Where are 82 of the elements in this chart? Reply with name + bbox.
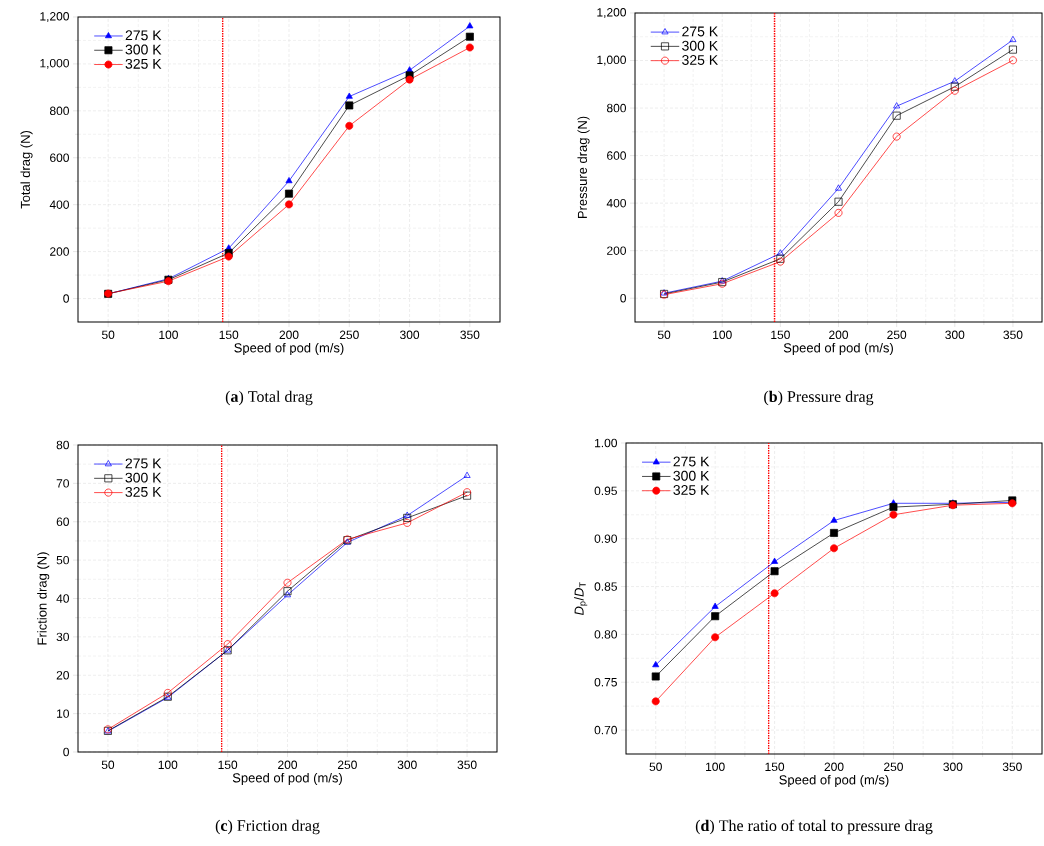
y-axis-title: D$_{p}$/D$_{T}$	[574, 582, 588, 616]
y-tick-label: 400	[606, 198, 627, 208]
y-tick-label: 0	[620, 293, 627, 303]
legend-label: 325 K	[125, 486, 162, 497]
x-tick-label: 350	[1003, 330, 1023, 340]
y-tick-label: 0.90	[594, 534, 618, 543]
y-tick-label: 600	[607, 151, 627, 160]
legend-label: 300 K	[673, 470, 710, 481]
legend-label: 275 K	[125, 30, 162, 41]
legend-label: 300 K	[125, 472, 162, 483]
y-tick-label: 200	[607, 246, 627, 255]
x-tick-label: 300	[945, 330, 965, 340]
x-tick-label: 350	[460, 330, 480, 340]
x-tick-label: 100	[706, 762, 725, 772]
y-tick-label: 1,000	[40, 58, 69, 69]
y-tick-label: 0.95	[594, 486, 617, 496]
x-tick-label: 150	[219, 330, 239, 340]
y-tick-label: 70	[56, 479, 69, 488]
y-tick-label: 0.70	[594, 725, 618, 735]
text: (c) Friction drag	[215, 819, 320, 835]
y-tick-label: 0	[63, 294, 69, 303]
x-tick-label: 250	[884, 762, 903, 772]
y-axis-title: Friction drag (N)	[37, 552, 50, 645]
x-tick-label: 150	[771, 330, 790, 340]
y-tick-label: 800	[606, 103, 627, 113]
x-tick-label: 250	[339, 330, 359, 340]
x-tick-label: 50	[649, 762, 662, 772]
y-tick-label: 200	[50, 247, 69, 256]
x-tick-label: 50	[101, 330, 115, 340]
x-tick-label: 100	[713, 330, 732, 340]
x-tick-label: 100	[158, 760, 178, 770]
y-tick-label: 0.80	[594, 630, 618, 639]
text: (a) Total drag	[225, 390, 313, 406]
x-tick-label: 250	[337, 760, 357, 770]
x-tick-label: 350	[1002, 762, 1022, 772]
y-tick-label: 0.85	[594, 582, 617, 591]
y-tick-label: 60	[56, 517, 69, 526]
x-tick-label: 150	[218, 760, 238, 770]
legend-label: 275 K	[125, 458, 162, 469]
x-axis-title: Speed of pod (m/s)	[783, 342, 893, 356]
y-axis-title: Total drag (N)	[20, 130, 33, 209]
x-axis-title: Speed of pod (m/s)	[234, 342, 344, 356]
x-tick-label: 50	[657, 330, 671, 340]
x-tick-label: 50	[101, 760, 115, 770]
y-tick-label: 30	[56, 632, 69, 642]
y-tick-label: 600	[50, 153, 69, 162]
y-tick-label: 50	[56, 555, 69, 565]
y-tick-label: 1.00	[595, 438, 618, 448]
x-axis-title: Speed of pod (m/s)	[232, 772, 342, 786]
y-tick-label: 20	[56, 671, 69, 680]
y-tick-label: 10	[57, 709, 69, 718]
x-axis-title: Speed of pod (m/s)	[779, 774, 889, 788]
x-tick-label: 150	[765, 762, 785, 772]
y-axis-title: Pressure drag (N)	[577, 116, 590, 219]
y-tick-label: 800	[49, 106, 69, 116]
legend-label: 325 K	[125, 58, 162, 69]
legend-label: 325 K	[673, 485, 710, 495]
legend-label: 325 K	[682, 55, 718, 65]
text: (b) Pressure drag	[764, 390, 874, 406]
x-tick-label: 200	[279, 330, 299, 340]
legend-label: 275 K	[673, 456, 710, 467]
y-tick-label: 40	[56, 594, 69, 603]
legend-label: 300 K	[682, 40, 718, 51]
x-tick-label: 100	[159, 330, 178, 340]
y-tick-label: 0	[63, 747, 69, 757]
x-tick-label: 350	[457, 760, 477, 770]
x-tick-label: 200	[278, 760, 298, 770]
y-tick-label: 80	[56, 440, 69, 450]
legend-label: 300 K	[125, 44, 162, 55]
legend-label: 275 K	[682, 26, 718, 37]
y-tick-label: 1,200	[597, 8, 627, 18]
x-tick-label: 250	[887, 330, 907, 340]
y-tick-label: 1,200	[40, 12, 69, 22]
x-tick-label: 300	[397, 760, 417, 770]
y-tick-label: 0.75	[594, 677, 617, 687]
x-tick-label: 200	[829, 330, 849, 340]
x-tick-label: 300	[400, 330, 420, 340]
y-tick-label: 1,000	[597, 55, 627, 66]
y-tick-label: 400	[49, 200, 69, 209]
x-tick-label: 200	[824, 762, 844, 772]
x-tick-label: 300	[943, 762, 963, 772]
text: (d) The ratio of total to pressure drag	[695, 819, 933, 835]
